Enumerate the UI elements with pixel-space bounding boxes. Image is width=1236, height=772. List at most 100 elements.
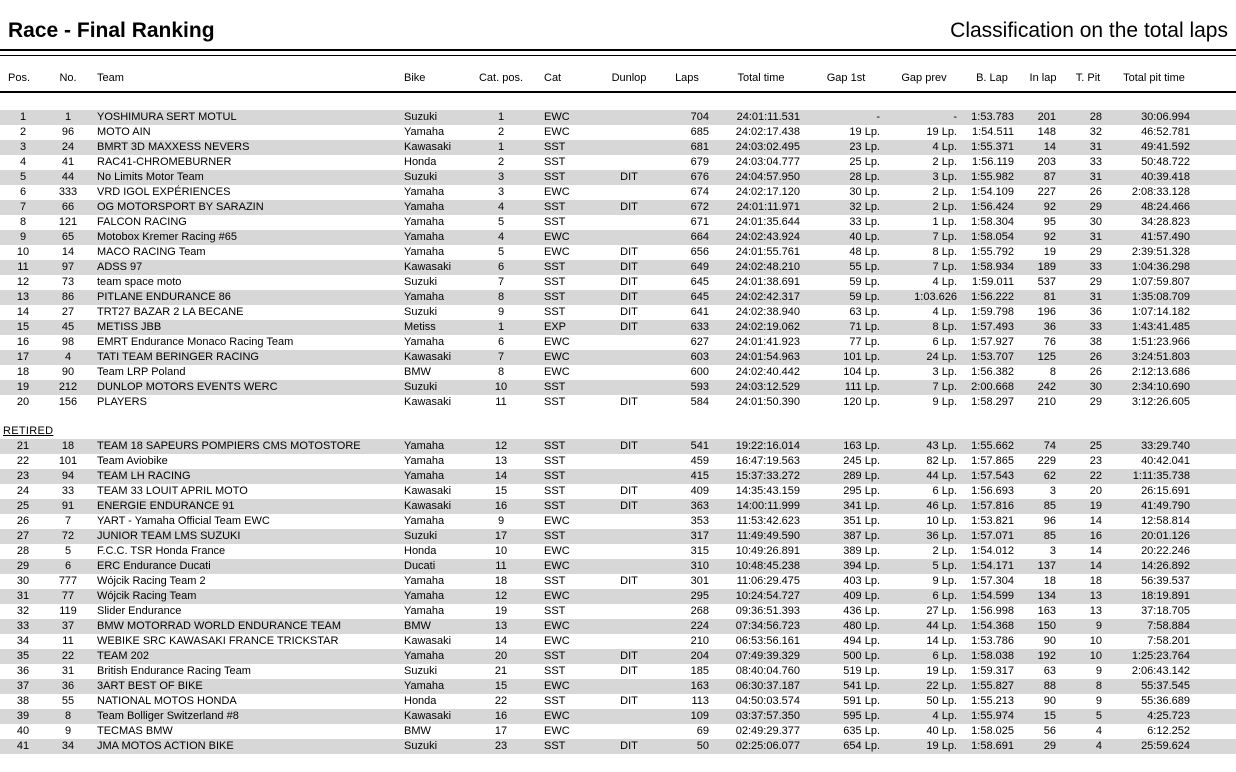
cell-spacer <box>1198 215 1236 230</box>
cell-laps: 295 <box>660 589 714 604</box>
cell-dunlop: DIT <box>598 439 660 454</box>
cell-no: 212 <box>46 380 90 395</box>
cell-catpos: 8 <box>497 366 505 378</box>
cell-t_pit: 31 <box>1066 170 1110 185</box>
cell-total_time: 11:06:29.475 <box>736 575 800 587</box>
cell-laps: 541 <box>660 439 714 454</box>
cell-gap_prev: 14 Lp. <box>926 635 957 647</box>
cell-bike: Yamaha <box>398 589 472 604</box>
cell-pos: 28 <box>16 545 30 557</box>
cell-cat: EWC <box>530 110 598 125</box>
cell-spacer <box>1198 649 1236 664</box>
cell-spacer <box>1198 484 1236 499</box>
cell-gap_prev: 6 Lp. <box>932 485 957 497</box>
cell-team: TATI TEAM BERINGER RACING <box>90 350 398 365</box>
table-row: 32 119 Slider Endurance Yamaha 19 SST 268 09:36… <box>0 604 1236 619</box>
cell-gap_1st: 480 Lp. <box>808 619 884 634</box>
cell-bike: Honda <box>404 156 437 168</box>
cell-laps: 671 <box>690 216 709 228</box>
cell-catpos: 2 <box>497 156 505 168</box>
table-row: 13 86 PITLANE ENDURANCE 86 Yamaha 8 SST DIT 645… <box>0 290 1236 305</box>
table-row: 17 4 TATI TEAM BERINGER RACING Kawasaki 7 EWC… <box>0 350 1236 365</box>
cell-catpos: 14 <box>472 469 530 484</box>
column-header-in_lap: In lap <box>1020 56 1066 93</box>
table-row: 31 77 Wójcik Racing Team Yamaha 12 EWC 295 10:2… <box>0 589 1236 604</box>
cell-total_time: 24:01:38.691 <box>735 276 800 288</box>
cell-bike: Honda <box>404 695 437 707</box>
cell-bike: Suzuki <box>404 665 438 677</box>
cell-t_pit: 31 <box>1066 230 1110 245</box>
cell-b_lap: 1:57.865 <box>971 455 1014 467</box>
cell-total_time: 24:01:54.963 <box>714 350 808 365</box>
cell-spacer <box>1198 275 1236 290</box>
cell-gap_prev: 7 Lp. <box>884 260 964 275</box>
cell-gap_1st: 163 Lp. <box>808 439 884 454</box>
cell-gap_1st: 55 Lp. <box>808 260 884 275</box>
cell-cat: SST <box>530 170 598 185</box>
cell-laps: 649 <box>660 260 714 275</box>
cell-pos: 18 <box>16 366 30 378</box>
cell-bike: Yamaha <box>398 230 472 245</box>
cell-team: F.C.C. TSR Honda France <box>97 545 226 557</box>
column-header-no: No. <box>46 56 90 93</box>
cell-in_lap: 62 <box>1020 469 1066 484</box>
cell-bike: Yamaha <box>404 455 445 467</box>
cell-b_lap: 2:00.668 <box>964 380 1020 395</box>
cell-in_lap: 3 <box>1049 485 1056 497</box>
cell-catpos: 7 <box>472 350 530 365</box>
retired-label-row: RETIRED <box>0 422 1236 439</box>
cell-total_time: 06:30:37.187 <box>714 679 808 694</box>
cell-t_pit: 29 <box>1089 396 1102 408</box>
cell-b_lap: 1:58.304 <box>971 216 1014 228</box>
cell-gap_prev: 8 Lp. <box>884 320 964 335</box>
cell-b_lap: 1:54.109 <box>971 186 1014 198</box>
cell-no: 9 <box>64 725 72 737</box>
table-row: 35 22 TEAM 202 Yamaha 20 SST DIT 204 07:49:39.32… <box>0 649 1236 664</box>
cell-cat: EWC <box>544 126 570 138</box>
cell-t_pit: 38 <box>1089 336 1102 348</box>
cell-total_time: 10:24:54.727 <box>714 589 808 604</box>
cell-total_time: 24:02:43.924 <box>714 230 808 245</box>
cell-spacer <box>1198 694 1236 709</box>
cell-bike: Kawasaki <box>398 140 472 155</box>
cell-laps: 664 <box>660 230 714 245</box>
table-row: 15 45 METISS JBB Metiss 1 EXP DIT 633 24:02:19.0… <box>0 320 1236 335</box>
cell-t_pit: 31 <box>1066 140 1110 155</box>
cell-laps: 415 <box>660 469 714 484</box>
cell-gap_prev: 4 Lp. <box>884 709 964 724</box>
cell-in_lap: 87 <box>1020 170 1066 185</box>
cell-total_time: 06:53:56.161 <box>735 635 800 647</box>
cell-t_pit: 14 <box>1089 545 1102 557</box>
cell-dunlop <box>598 724 660 739</box>
cell-t_pit: 10 <box>1089 635 1102 647</box>
cell-total_time: 24:01:11.971 <box>714 200 808 215</box>
cell-gap_prev: - <box>884 110 964 125</box>
cell-total_time: 11:49:49.590 <box>714 529 808 544</box>
cell-laps: 317 <box>660 529 714 544</box>
cell-total_time: 24:03:02.495 <box>714 140 808 155</box>
table-row: 11 97 ADSS 97 Kawasaki 6 SST DIT 649 24:02:48.21… <box>0 260 1236 275</box>
cell-t_pit: 26 <box>1089 366 1102 378</box>
cell-team: ERC Endurance Ducati <box>90 559 398 574</box>
cell-catpos: 9 <box>497 515 505 527</box>
cell-catpos: 21 <box>494 665 508 677</box>
cell-dunlop <box>598 230 660 245</box>
table-row: 33 37 BMW MOTORRAD WORLD ENDURANCE TEAM BMW… <box>0 619 1236 634</box>
cell-total_time: 14:00:11.999 <box>714 499 808 514</box>
cell-in_lap: 85 <box>1020 529 1066 544</box>
cell-team: TEAM 202 <box>90 649 398 664</box>
cell-gap_1st: 500 Lp. <box>808 649 884 664</box>
table-row: 38 55 NATIONAL MOTOS HONDA Honda 22 SST DIT 113… <box>0 694 1236 709</box>
cell-cat: EWC <box>530 619 598 634</box>
cell-team: YART - Yamaha Official Team EWC <box>97 515 270 527</box>
cell-catpos: 9 <box>497 306 505 318</box>
cell-laps: 109 <box>660 709 714 724</box>
cell-total_time: 24:02:42.317 <box>714 290 808 305</box>
cell-b_lap: 1:57.927 <box>971 336 1014 348</box>
cell-spacer <box>1198 290 1236 305</box>
cell-b_lap: 1:54.511 <box>971 126 1014 138</box>
cell-in_lap: 15 <box>1020 709 1066 724</box>
cell-t_pit: 20 <box>1089 485 1102 497</box>
cell-catpos: 1 <box>472 110 530 125</box>
cell-cat: SST <box>544 575 566 587</box>
